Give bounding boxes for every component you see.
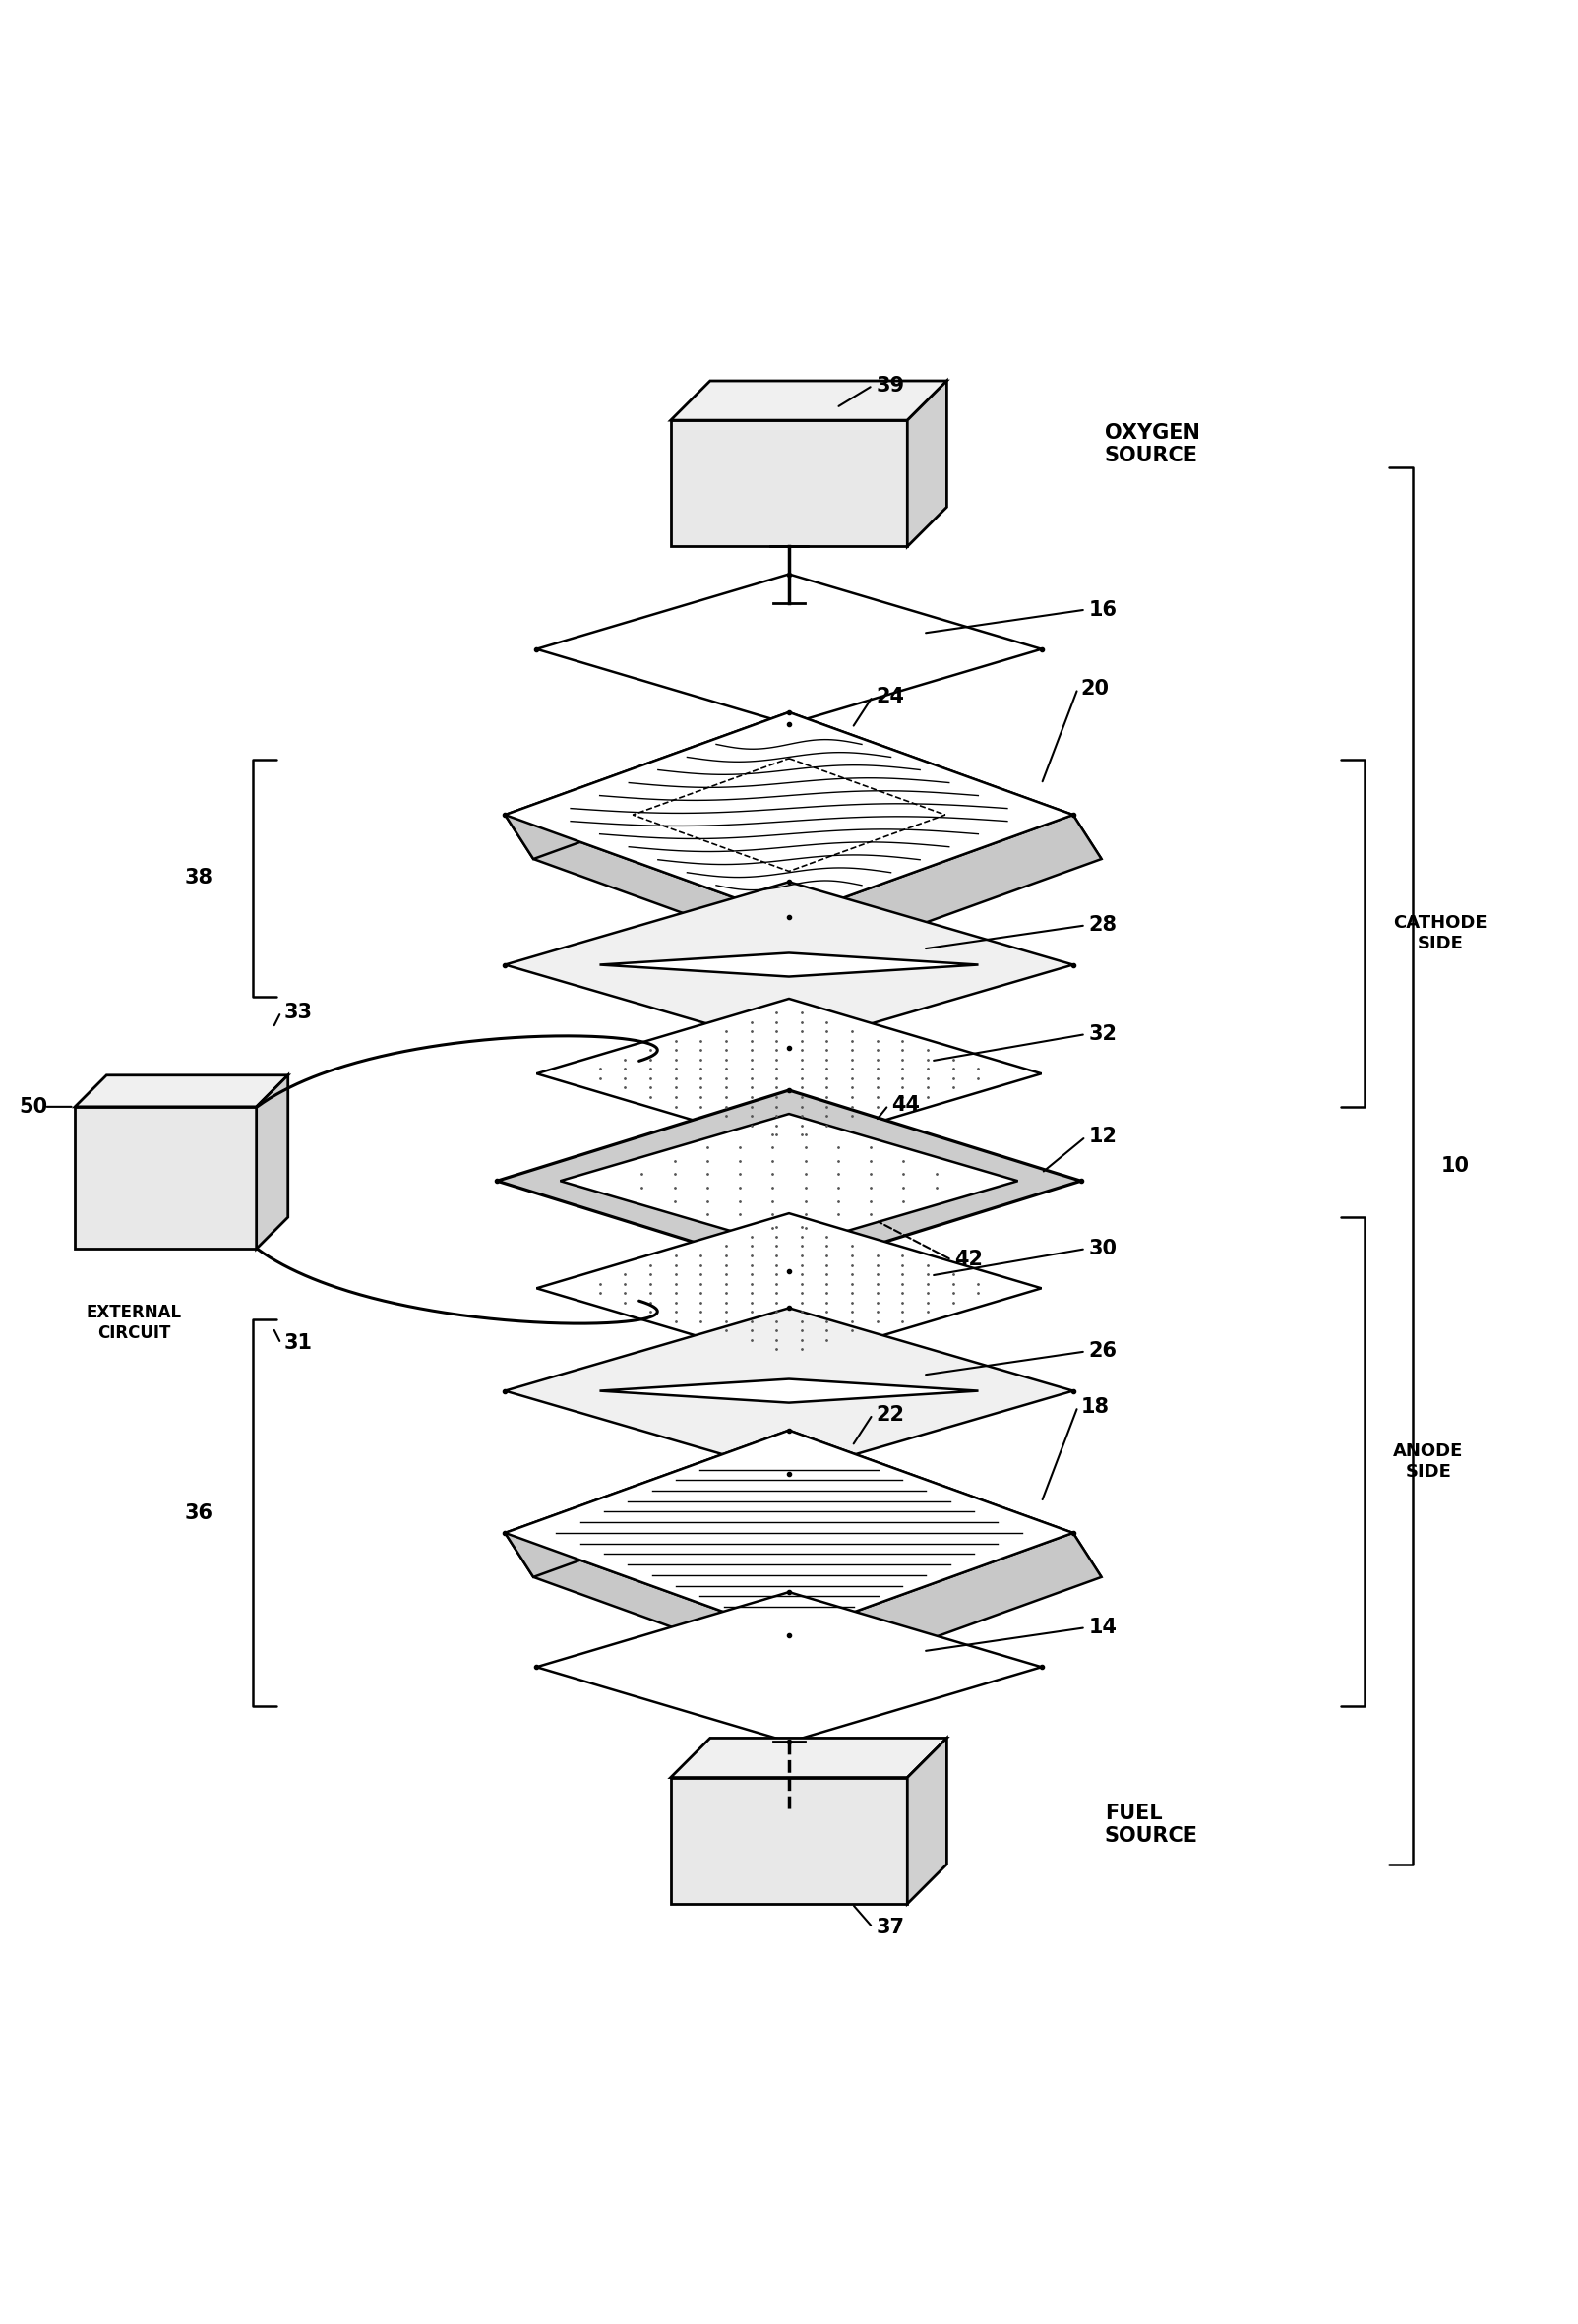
Polygon shape	[560, 1113, 1018, 1248]
Text: 12: 12	[1089, 1127, 1117, 1146]
Text: ANODE
SIDE: ANODE SIDE	[1393, 1443, 1463, 1480]
Polygon shape	[671, 421, 907, 546]
Text: CATHODE
SIDE: CATHODE SIDE	[1393, 913, 1488, 953]
Text: 18: 18	[1081, 1397, 1109, 1415]
Text: 22: 22	[876, 1404, 904, 1425]
Polygon shape	[505, 1534, 817, 1680]
Polygon shape	[671, 1738, 947, 1778]
Text: 38: 38	[185, 869, 213, 888]
Polygon shape	[789, 816, 1101, 962]
Polygon shape	[537, 574, 1041, 725]
Polygon shape	[537, 1592, 1041, 1743]
Polygon shape	[505, 1429, 1073, 1636]
Polygon shape	[907, 381, 947, 546]
Polygon shape	[256, 1076, 287, 1248]
Text: 32: 32	[1089, 1025, 1117, 1043]
Text: 28: 28	[1089, 916, 1117, 934]
Polygon shape	[505, 1308, 1073, 1473]
Polygon shape	[74, 1106, 256, 1248]
Text: 10: 10	[1441, 1155, 1469, 1176]
Polygon shape	[600, 1378, 978, 1404]
Polygon shape	[505, 881, 1073, 1048]
Text: 44: 44	[892, 1095, 920, 1116]
Text: 16: 16	[1089, 600, 1117, 621]
Text: 42: 42	[955, 1250, 983, 1269]
Text: OXYGEN
SOURCE: OXYGEN SOURCE	[1105, 423, 1199, 465]
Text: 39: 39	[876, 376, 904, 395]
Polygon shape	[789, 711, 1101, 860]
Text: 14: 14	[1089, 1618, 1117, 1638]
Polygon shape	[505, 711, 1073, 918]
Polygon shape	[537, 1213, 1041, 1364]
Polygon shape	[74, 1076, 287, 1106]
Polygon shape	[505, 1429, 817, 1578]
Polygon shape	[600, 953, 978, 976]
Text: EXTERNAL
CIRCUIT: EXTERNAL CIRCUIT	[87, 1304, 181, 1343]
Polygon shape	[505, 816, 817, 962]
Text: 37: 37	[876, 1917, 904, 1938]
Text: 24: 24	[876, 686, 904, 706]
Polygon shape	[789, 1534, 1101, 1680]
Polygon shape	[505, 711, 817, 860]
Polygon shape	[671, 1778, 907, 1903]
Polygon shape	[789, 1429, 1101, 1578]
Text: 31: 31	[284, 1334, 312, 1353]
Text: 20: 20	[1081, 679, 1109, 700]
Polygon shape	[497, 1090, 1081, 1271]
Polygon shape	[671, 381, 947, 421]
Polygon shape	[907, 1738, 947, 1903]
Text: 36: 36	[185, 1504, 213, 1522]
Polygon shape	[537, 999, 1041, 1148]
Text: 50: 50	[19, 1097, 47, 1116]
Text: 26: 26	[1089, 1341, 1117, 1362]
Text: 33: 33	[284, 1002, 312, 1023]
Text: 30: 30	[1089, 1239, 1117, 1260]
Text: FUEL
SOURCE: FUEL SOURCE	[1105, 1803, 1198, 1845]
